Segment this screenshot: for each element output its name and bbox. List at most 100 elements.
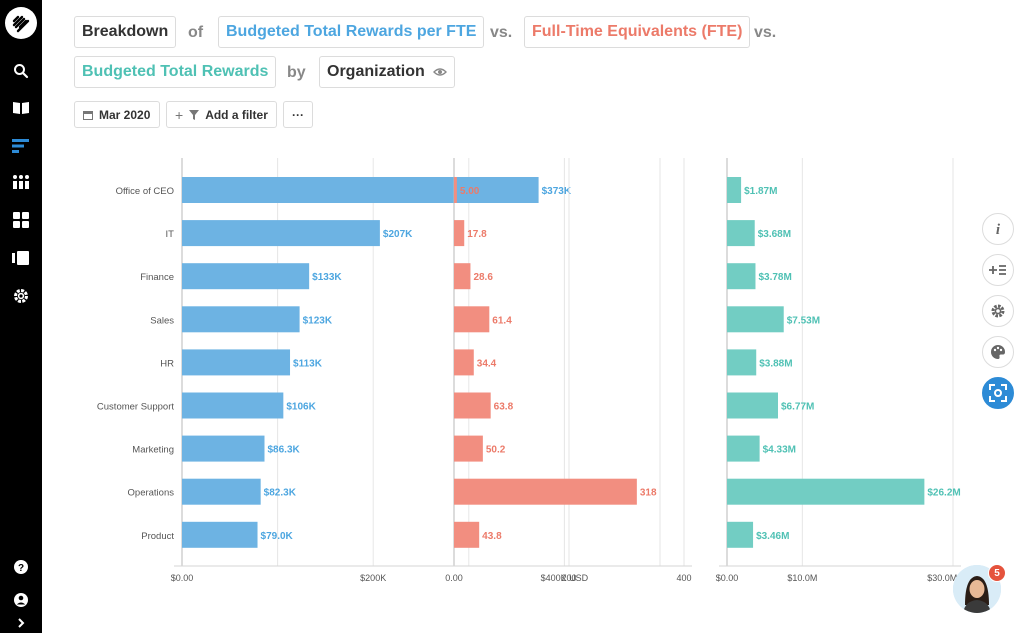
x-tick-label: $0.00 bbox=[171, 573, 194, 583]
data-label: $106K bbox=[286, 402, 316, 413]
chart-settings-button[interactable] bbox=[982, 295, 1014, 327]
eye-icon[interactable] bbox=[432, 67, 447, 77]
category-label: HR bbox=[160, 358, 174, 369]
bar bbox=[727, 177, 742, 203]
dashboard-icon[interactable] bbox=[11, 210, 31, 230]
category-label: Office of CEO bbox=[116, 186, 174, 197]
bar bbox=[182, 263, 310, 290]
category-label: IT bbox=[166, 229, 175, 240]
filter-icon bbox=[189, 109, 200, 120]
data-label: $3.68M bbox=[758, 229, 791, 240]
bar bbox=[727, 392, 779, 419]
data-label: 50.2 bbox=[486, 445, 506, 456]
bar bbox=[182, 220, 380, 247]
by-connector: by bbox=[287, 64, 306, 81]
breakdown-icon[interactable] bbox=[11, 136, 31, 156]
metric3-pill[interactable]: Budgeted Total Rewards bbox=[74, 56, 277, 88]
of-connector: of bbox=[188, 24, 204, 41]
bar bbox=[454, 220, 465, 247]
date-button[interactable]: Mar 2020 bbox=[74, 101, 160, 128]
data-label: 63.8 bbox=[494, 402, 514, 413]
palette-button[interactable] bbox=[982, 336, 1014, 368]
data-label: $79.0K bbox=[261, 531, 294, 542]
data-label: $82.3K bbox=[264, 488, 297, 499]
info-button[interactable]: i bbox=[982, 213, 1014, 245]
palette-icon bbox=[991, 345, 1005, 359]
x-tick-label: $10.0M bbox=[787, 573, 817, 583]
logo[interactable] bbox=[5, 7, 37, 39]
dimension-label: Organization bbox=[327, 63, 425, 80]
bar bbox=[454, 478, 637, 505]
category-label: Product bbox=[141, 531, 174, 542]
focus-icon bbox=[989, 384, 1007, 402]
data-label: $3.46M bbox=[756, 531, 789, 542]
info-icon: i bbox=[996, 222, 1001, 237]
breakdown-pill[interactable]: Breakdown bbox=[74, 16, 177, 48]
x-tick-label: 200 bbox=[561, 573, 576, 583]
bar bbox=[727, 306, 784, 333]
metric2-pill[interactable]: Full-Time Equivalents (FTE) bbox=[524, 16, 751, 48]
category-label: Operations bbox=[128, 488, 175, 499]
bar bbox=[727, 521, 754, 548]
add-metric-button[interactable] bbox=[982, 254, 1014, 286]
help-icon[interactable]: ? bbox=[11, 557, 31, 577]
data-label: $6.77M bbox=[781, 402, 814, 413]
more-icon: ··· bbox=[292, 107, 304, 122]
bar bbox=[182, 521, 258, 548]
data-label: $26.2M bbox=[927, 488, 960, 499]
bar bbox=[182, 392, 284, 419]
calendar-icon bbox=[83, 110, 93, 120]
focus-button[interactable] bbox=[982, 377, 1014, 409]
logo-mark-icon bbox=[12, 15, 30, 33]
search-icon[interactable] bbox=[11, 61, 31, 81]
bar bbox=[454, 263, 471, 290]
data-label: $86.3K bbox=[268, 445, 301, 456]
x-tick-label: 0.00 bbox=[445, 573, 463, 583]
date-label: Mar 2020 bbox=[99, 107, 151, 122]
x-tick-label: $30.0M USD bbox=[927, 573, 979, 583]
bar bbox=[727, 478, 925, 505]
data-label: 318 bbox=[640, 488, 657, 499]
grid-dots-icon[interactable] bbox=[11, 172, 31, 192]
bar bbox=[727, 435, 760, 462]
x-tick-label: $200K bbox=[360, 573, 386, 583]
settings-gear-icon[interactable] bbox=[11, 286, 31, 306]
data-label: $123K bbox=[303, 315, 333, 326]
data-label: 43.8 bbox=[482, 531, 502, 542]
svg-text:?: ? bbox=[18, 563, 24, 574]
expand-chevron-icon[interactable] bbox=[11, 613, 31, 633]
metric1-pill[interactable]: Budgeted Total Rewards per FTE bbox=[218, 16, 485, 48]
vs-connector-1: vs. bbox=[490, 24, 513, 41]
svg-text:i: i bbox=[996, 222, 1001, 237]
x-tick-label: $400K USD bbox=[541, 573, 589, 583]
data-label: $3.88M bbox=[759, 358, 792, 369]
add-filter-button[interactable]: + Add a filter bbox=[166, 101, 277, 128]
dimension-pill[interactable]: Organization bbox=[319, 56, 455, 88]
more-options-button[interactable]: ··· bbox=[283, 101, 313, 128]
data-label: $3.78M bbox=[758, 272, 791, 283]
data-label: $207K bbox=[383, 229, 413, 240]
bar bbox=[454, 177, 457, 203]
bar bbox=[182, 435, 265, 462]
bar bbox=[727, 220, 755, 247]
data-label: $7.53M bbox=[787, 315, 820, 326]
data-label: 34.4 bbox=[477, 358, 497, 369]
bar bbox=[182, 478, 261, 505]
x-tick-label: $0.00 bbox=[716, 573, 739, 583]
profile-icon[interactable] bbox=[11, 590, 31, 610]
book-icon[interactable] bbox=[11, 98, 31, 118]
category-label: Customer Support bbox=[97, 402, 174, 413]
bar bbox=[454, 392, 491, 419]
bar bbox=[454, 435, 483, 462]
stories-icon[interactable] bbox=[11, 248, 31, 268]
category-label: Marketing bbox=[132, 445, 174, 456]
data-label: 28.6 bbox=[473, 272, 493, 283]
gear-icon bbox=[991, 304, 1005, 318]
sidebar: ? bbox=[0, 0, 42, 633]
data-label: 17.8 bbox=[467, 229, 487, 240]
x-tick-label: 400 bbox=[676, 573, 691, 583]
bar bbox=[182, 177, 539, 203]
bar bbox=[454, 306, 490, 333]
vs-connector-2: vs. bbox=[754, 24, 777, 41]
category-label: Sales bbox=[150, 315, 174, 326]
